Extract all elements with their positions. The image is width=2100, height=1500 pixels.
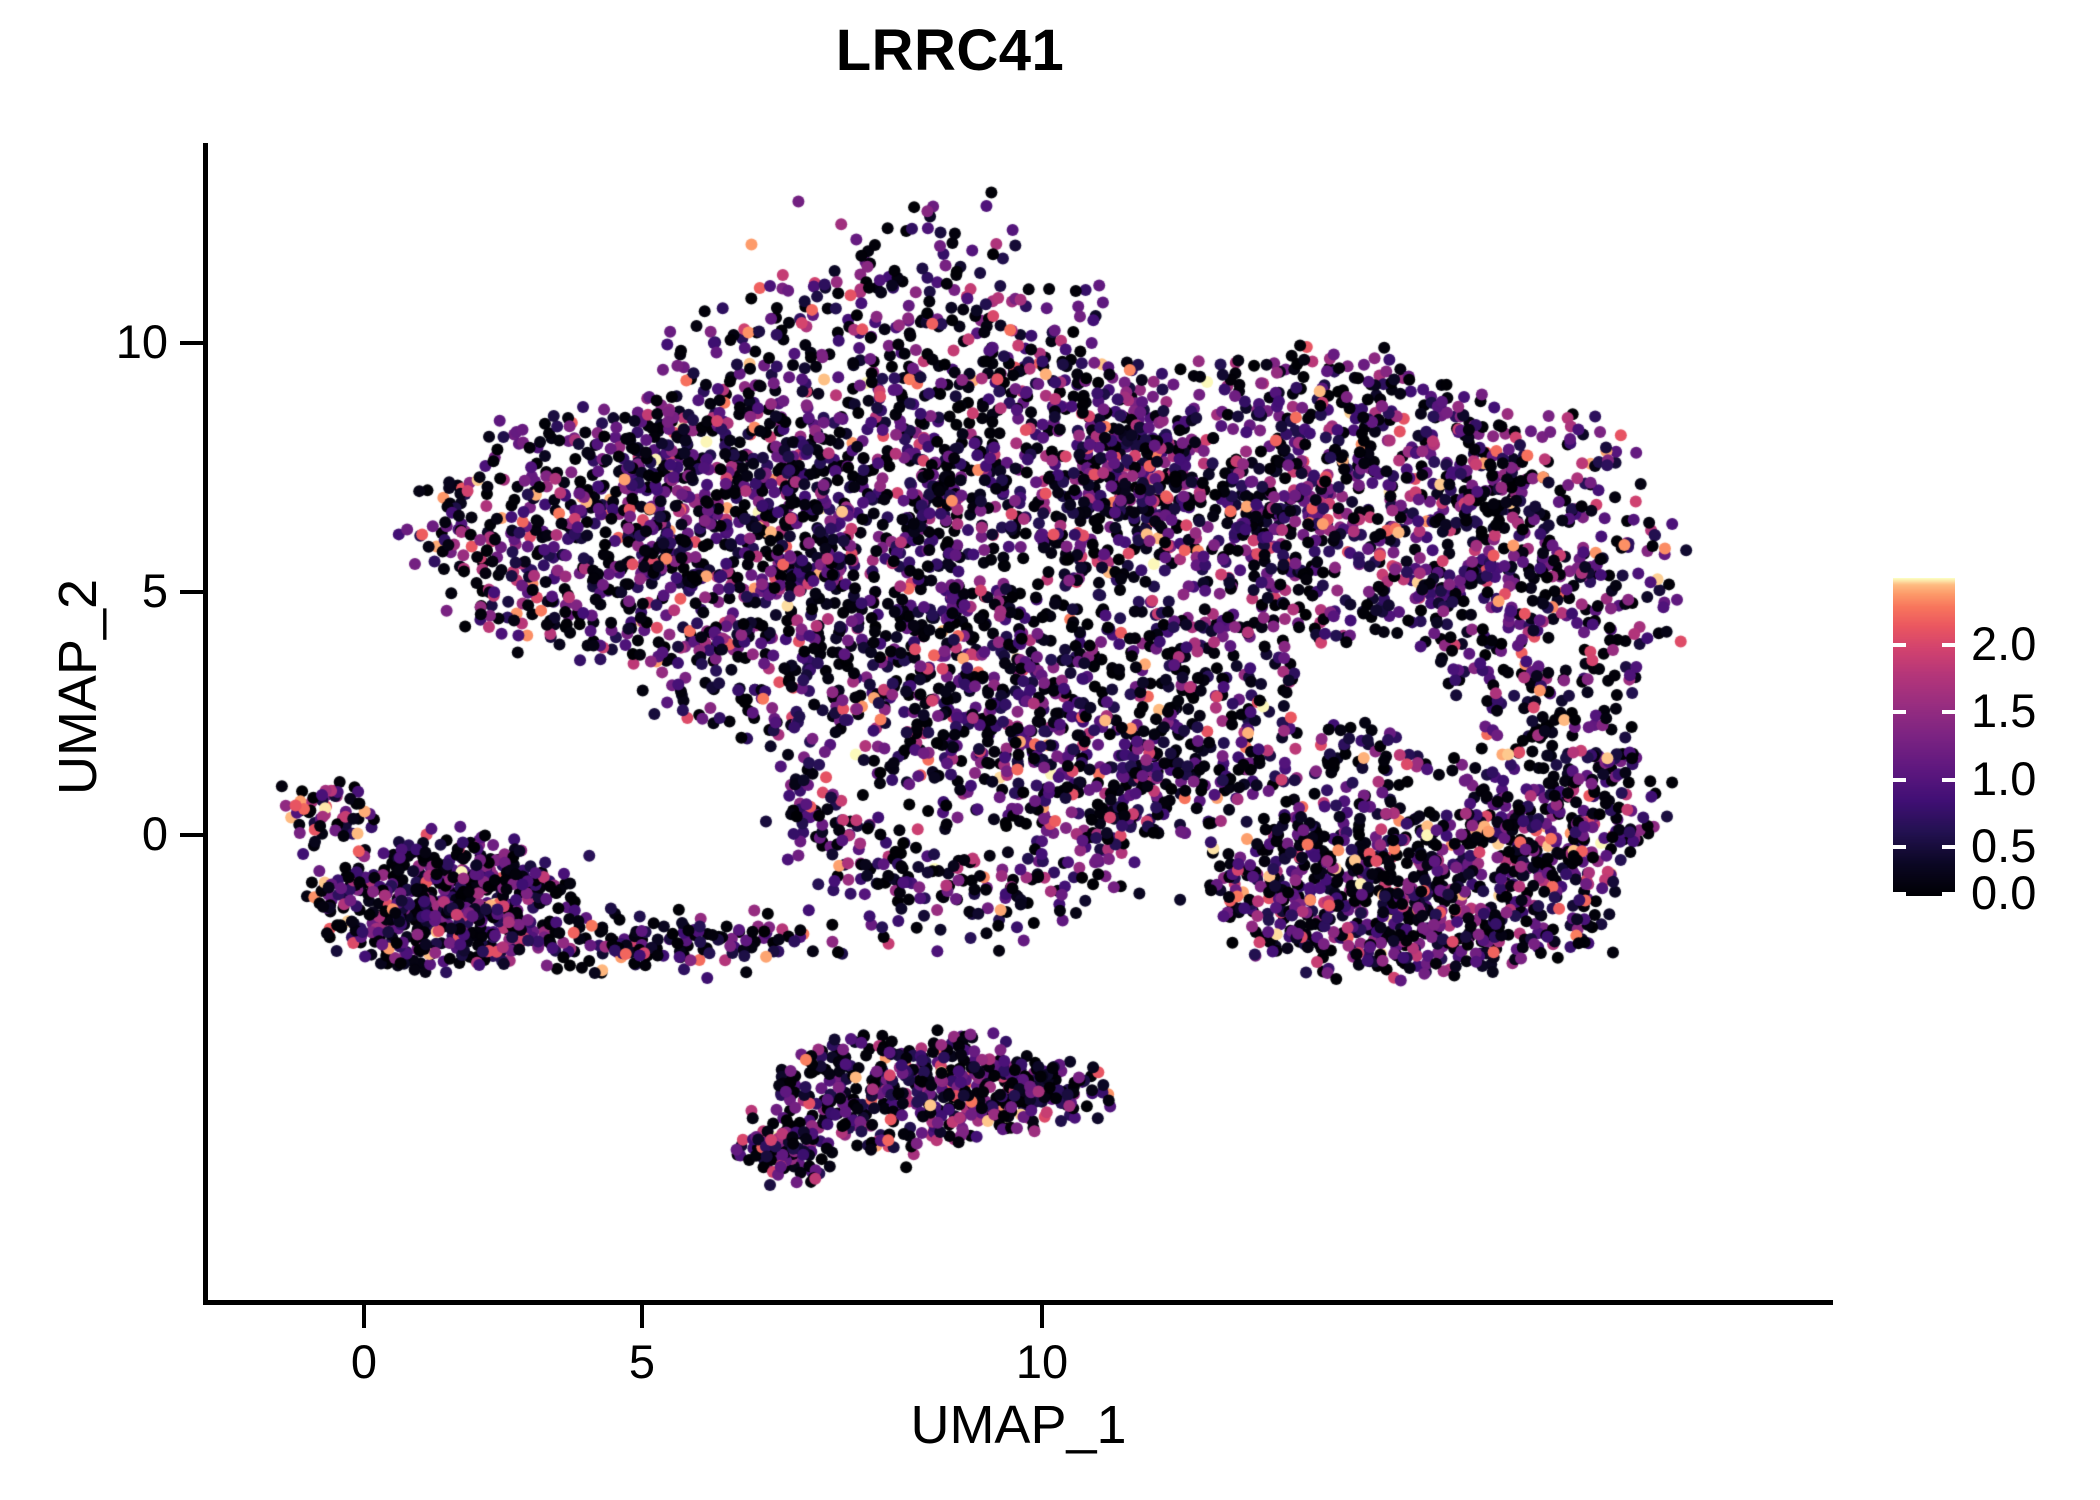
x-tick-mark-10 (1040, 1305, 1044, 1328)
colorbar-legend: 2.0 1.5 1.0 0.5 0.0 (1893, 578, 2093, 916)
colorbar-tick-0.5-left (1893, 845, 1906, 849)
colorbar-tick-0.5-right (1942, 845, 1955, 849)
x-tick-label-10: 10 (1015, 1335, 1069, 1388)
colorbar-label-0.0: 0.0 (1971, 866, 2037, 919)
x-tick-label-5: 5 (628, 1335, 656, 1388)
page-title: LRRC41 (835, 18, 1065, 83)
y-axis-title: UMAP_2 (48, 578, 108, 796)
y-tick-mark-5 (180, 590, 203, 594)
colorbar-tick-1.5-right (1942, 710, 1955, 714)
colorbar-label-0.5: 0.5 (1971, 819, 2037, 872)
colorbar-tick-1.0-left (1893, 778, 1906, 782)
colorbar-tick-1.0-right (1942, 778, 1955, 782)
y-tick-label-5: 5 (141, 564, 168, 617)
y-tick-mark-10 (180, 341, 203, 345)
y-tick-label-0: 0 (141, 807, 168, 860)
colorbar-tick-2.0-right (1942, 643, 1955, 647)
colorbar-label-1.0: 1.0 (1971, 752, 2037, 805)
scatter-plot-canvas (207, 143, 1830, 1302)
colorbar-tick-0.0-left (1893, 892, 1906, 896)
x-axis-title: UMAP_1 (910, 1395, 1127, 1455)
y-tick-label-10: 10 (115, 315, 168, 368)
x-tick-mark-0 (362, 1305, 366, 1328)
y-tick-mark-0 (180, 833, 203, 837)
colorbar-label-2.0: 2.0 (1971, 617, 2037, 670)
plot-panel (207, 143, 1830, 1302)
colorbar-tick-1.5-left (1893, 710, 1906, 714)
x-tick-mark-5 (640, 1305, 644, 1328)
colorbar-tick-0.0-right (1942, 892, 1955, 896)
x-axis-line (203, 1300, 1833, 1305)
colorbar-gradient (1893, 578, 1955, 896)
colorbar-label-1.5: 1.5 (1971, 684, 2037, 737)
x-tick-label-0: 0 (350, 1335, 378, 1388)
colorbar-tick-2.0-left (1893, 643, 1906, 647)
y-axis-line (203, 143, 208, 1305)
